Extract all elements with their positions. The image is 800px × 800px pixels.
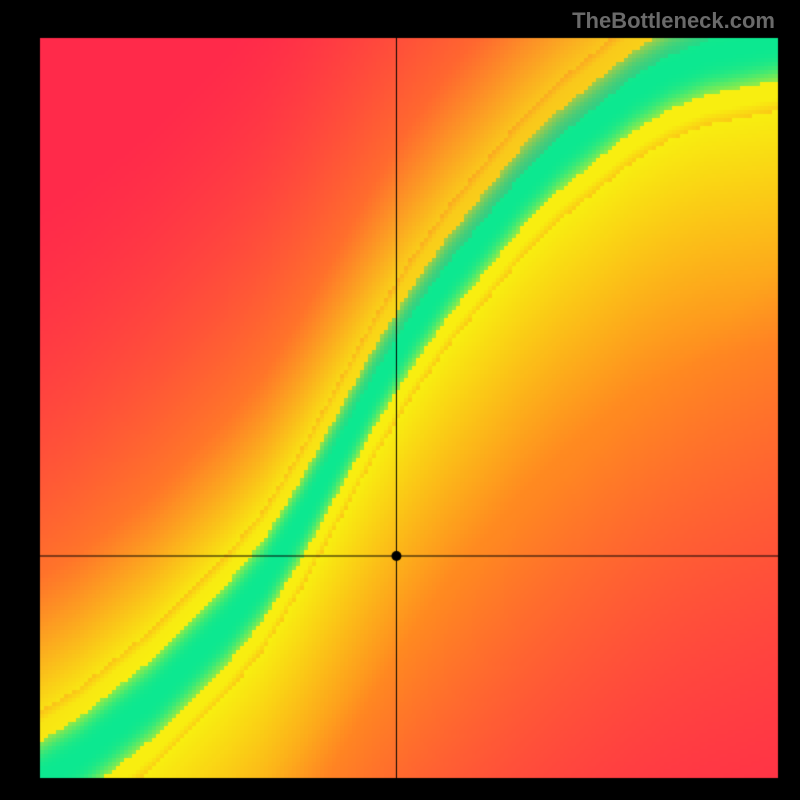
heatmap-canvas: [0, 0, 800, 800]
watermark-text: TheBottleneck.com: [572, 8, 775, 34]
chart-container: TheBottleneck.com: [0, 0, 800, 800]
